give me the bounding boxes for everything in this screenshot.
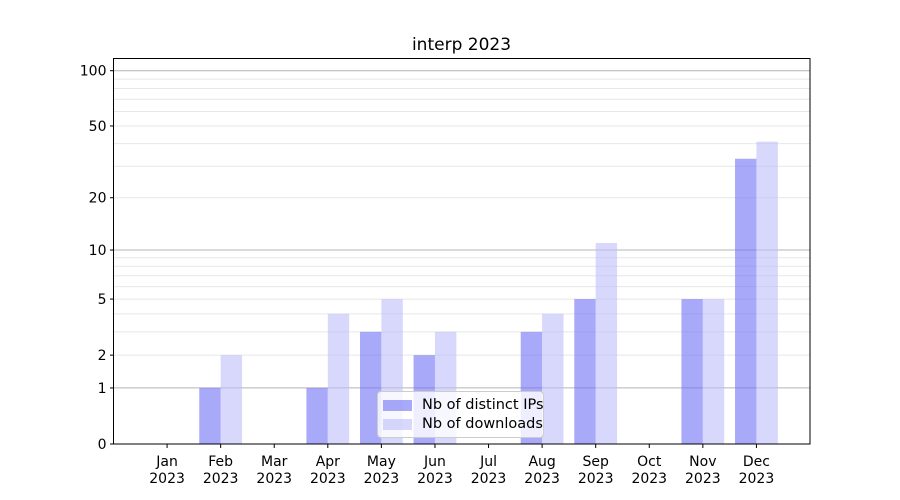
x-tick-label-year: 2023 xyxy=(471,471,507,487)
y-tick-label: 0 xyxy=(98,437,107,453)
chart-title: interp 2023 xyxy=(411,35,512,55)
bar-downloads-apr xyxy=(327,313,350,444)
bar-distinct-ips-may xyxy=(359,331,382,444)
bar-downloads-feb xyxy=(220,355,243,444)
plot-border xyxy=(113,58,811,445)
x-tick-label-year: 2023 xyxy=(739,471,775,487)
x-tick-label-year: 2023 xyxy=(578,471,614,487)
x-tick-label-year: 2023 xyxy=(524,471,560,487)
x-tick-label-month: Nov xyxy=(689,454,716,470)
x-tick-label-year: 2023 xyxy=(631,471,667,487)
x-tick-label-month: Jul xyxy=(479,454,497,470)
bar-downloads-aug xyxy=(542,313,564,444)
legend-label-downloads: Nb of downloads xyxy=(422,416,543,432)
x-tick-label-month: Aug xyxy=(528,454,555,470)
x-tick-label-month: Dec xyxy=(743,454,770,470)
x-tick-label-year: 2023 xyxy=(310,471,346,487)
legend-swatch-distinct-ips xyxy=(383,399,412,411)
bar-distinct-ips-feb xyxy=(199,387,221,444)
x-tick-label-month: Apr xyxy=(316,454,340,470)
bar-downloads-nov xyxy=(702,299,725,444)
bar-distinct-ips-sep xyxy=(574,299,596,444)
x-tick-label-year: 2023 xyxy=(149,471,185,487)
legend-label-distinct-ips: Nb of distinct IPs xyxy=(422,397,544,413)
y-tick-label: 10 xyxy=(89,243,107,259)
y-tick-label: 100 xyxy=(80,64,107,80)
y-tick-label: 1 xyxy=(98,381,107,397)
x-tick-label-month: Jun xyxy=(423,454,446,470)
y-tick-label: 50 xyxy=(89,119,107,135)
x-tick-label-month: Oct xyxy=(637,454,662,470)
x-tick-label-year: 2023 xyxy=(203,471,239,487)
bar-distinct-ips-nov xyxy=(681,299,703,444)
x-tick-label-year: 2023 xyxy=(685,471,721,487)
x-tick-label-month: Feb xyxy=(208,454,233,470)
legend-swatch-downloads xyxy=(383,418,412,430)
bar-distinct-ips-dec xyxy=(735,158,757,445)
bar-downloads-dec xyxy=(756,141,778,444)
y-tick-label: 5 xyxy=(98,292,107,308)
legend-item-downloads: Nb of downloads xyxy=(383,416,543,432)
bar-downloads-sep xyxy=(595,243,618,444)
x-tick-label-month: May xyxy=(367,454,396,470)
x-tick-label-month: Jan xyxy=(155,454,178,470)
legend-item-distinct-ips: Nb of distinct IPs xyxy=(383,397,544,413)
x-tick-label-month: Mar xyxy=(261,454,288,470)
x-tick-label-year: 2023 xyxy=(256,471,292,487)
x-tick-label-year: 2023 xyxy=(417,471,453,487)
y-tick-label: 20 xyxy=(89,191,107,207)
y-tick-label: 2 xyxy=(98,348,107,364)
bar-distinct-ips-apr xyxy=(306,387,328,444)
x-tick-label-month: Sep xyxy=(582,454,609,470)
legend: Nb of distinct IPs Nb of downloads xyxy=(377,391,544,438)
x-tick-label-year: 2023 xyxy=(364,471,400,487)
